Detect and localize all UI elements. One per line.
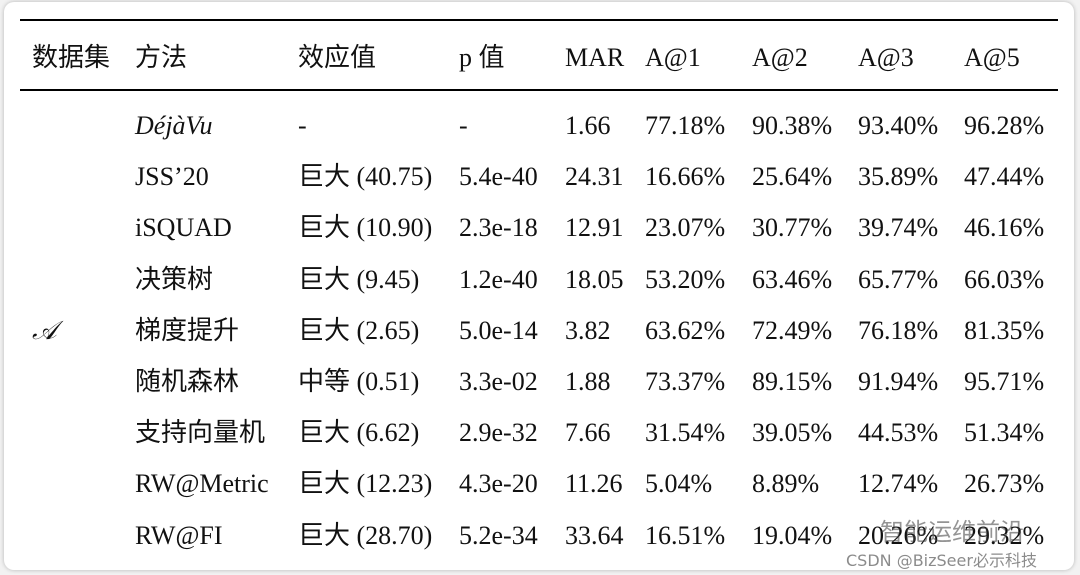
value-cell: 3.82 (565, 315, 611, 345)
value-cell: 2.3e-18 (459, 213, 538, 243)
value-cell: 63.46% (752, 264, 833, 294)
value-cell: 1.88 (565, 367, 611, 396)
value-cell: 5.2e-34 (459, 520, 538, 550)
method-cell: iSQUAD (135, 213, 232, 243)
watermark-title: 智能运维前沿 (880, 520, 1024, 546)
value-cell: 23.07% (645, 213, 726, 243)
header-cell: 效应值 (298, 43, 377, 72)
value-cell: 7.66 (565, 418, 611, 448)
value-cell: 5.0e-14 (459, 315, 538, 345)
method-cell: 支持向量机 (135, 418, 266, 448)
header-cell: A@5 (964, 43, 1020, 72)
value-cell: 30.77% (752, 213, 833, 243)
value-cell: 20.26% (858, 520, 939, 550)
value-cell: 巨大 (12.23) (298, 469, 433, 499)
value-cell: 巨大 (10.90) (298, 213, 433, 243)
header-cell: 数据集 (32, 43, 111, 72)
header-cell: p 值 (459, 43, 505, 72)
header-cell: A@2 (752, 43, 808, 72)
method-cell: JSS’20 (135, 162, 209, 192)
value-cell: 巨大 (40.75) (298, 162, 433, 192)
value-cell: 2.9e-32 (459, 418, 538, 448)
value-cell: 4.3e-20 (459, 469, 538, 499)
method-cell: 随机森林 (135, 367, 240, 396)
value-cell: 46.16% (964, 213, 1045, 243)
value-cell: 76.18% (858, 315, 939, 345)
value-cell: 12.91 (565, 213, 624, 243)
value-cell: 12.74% (858, 469, 939, 499)
value-cell: 5.4e-40 (459, 162, 538, 192)
header-cell: A@3 (858, 43, 914, 72)
header-rule (20, 89, 1058, 91)
value-cell: 11.26 (565, 469, 623, 499)
value-cell: 91.94% (858, 367, 939, 396)
value-cell: 53.20% (645, 264, 726, 294)
value-cell: 96.28% (964, 111, 1045, 140)
value-cell: 31.54% (645, 418, 726, 448)
value-cell: 18.05 (565, 264, 624, 294)
value-cell: 24.31 (565, 162, 624, 192)
top-rule (20, 19, 1058, 21)
value-cell: 1.2e-40 (459, 264, 538, 294)
value-cell: 95.71% (964, 367, 1045, 396)
method-cell: RW@FI (135, 520, 223, 550)
value-cell: 89.15% (752, 367, 833, 396)
value-cell: 33.64 (565, 520, 624, 550)
value-cell: 72.49% (752, 315, 833, 345)
method-cell: 梯度提升 (135, 315, 240, 345)
value-cell: 35.89% (858, 162, 939, 192)
value-cell: 73.37% (645, 367, 726, 396)
table-page: 数据集 方法 效应值 p 值 MAR A@1 A@2 A@3 A@5 𝒜 DéjàVu - - 1.66 7… (4, 2, 1074, 570)
value-cell: 44.53% (858, 418, 939, 448)
value-cell: 巨大 (2.65) (298, 315, 420, 345)
value-cell: 90.38% (752, 111, 833, 140)
header-cell: MAR (565, 43, 625, 72)
value-cell: 51.34% (964, 418, 1045, 448)
value-cell: 29.32% (964, 520, 1045, 550)
value-cell: 1.66 (565, 111, 611, 140)
value-cell: 25.64% (752, 162, 833, 192)
value-cell: 中等 (0.51) (298, 367, 420, 396)
value-cell: 5.04% (645, 469, 713, 499)
value-cell: 39.74% (858, 213, 939, 243)
value-cell: - (298, 111, 307, 140)
dataset-cell: 𝒜 (32, 315, 57, 345)
header-cell: 方法 (135, 43, 188, 72)
value-cell: 93.40% (858, 111, 939, 140)
method-cell: 决策树 (135, 264, 214, 294)
value-cell: 77.18% (645, 111, 726, 140)
value-cell: 65.77% (858, 264, 939, 294)
value-cell: 3.3e-02 (459, 367, 538, 396)
value-cell: 47.44% (964, 162, 1045, 192)
header-cell: A@1 (645, 43, 701, 72)
value-cell: 81.35% (964, 315, 1045, 345)
value-cell: 16.51% (645, 520, 726, 550)
value-cell: - (459, 111, 468, 140)
value-cell: 8.89% (752, 469, 820, 499)
value-cell: 巨大 (28.70) (298, 520, 433, 550)
value-cell: 巨大 (6.62) (298, 418, 420, 448)
method-cell: DéjàVu (135, 111, 213, 140)
value-cell: 39.05% (752, 418, 833, 448)
value-cell: 63.62% (645, 315, 726, 345)
value-cell: 19.04% (752, 520, 833, 550)
watermark-source: CSDN @BizSeer必示科技 (846, 551, 1037, 570)
value-cell: 16.66% (645, 162, 726, 192)
method-cell: RW@Metric (135, 469, 269, 499)
value-cell: 巨大 (9.45) (298, 264, 420, 294)
value-cell: 66.03% (964, 264, 1045, 294)
value-cell: 26.73% (964, 469, 1045, 499)
